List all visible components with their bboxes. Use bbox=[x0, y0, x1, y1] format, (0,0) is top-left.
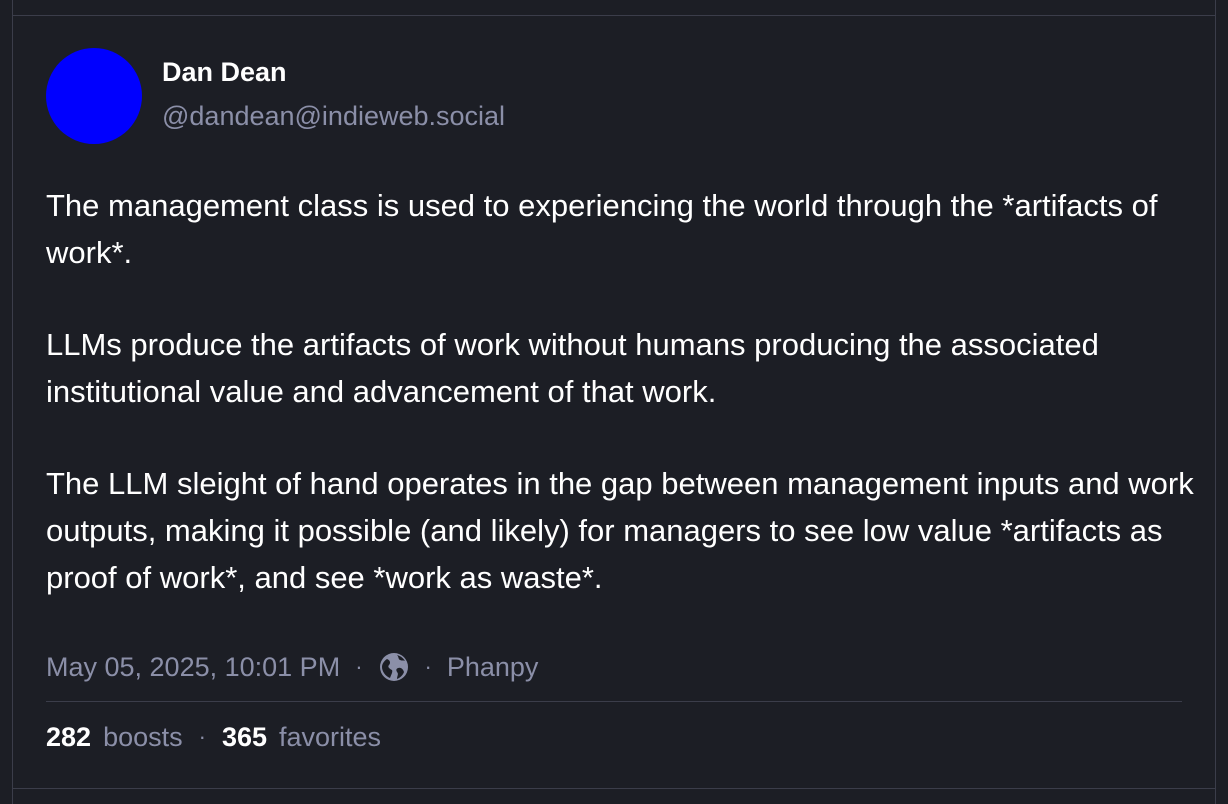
post-paragraph: The LLM sleight of hand operates in the … bbox=[46, 466, 1194, 595]
author-display-name[interactable]: Dan Dean bbox=[162, 57, 287, 87]
favorites-label[interactable]: favorites bbox=[279, 721, 382, 752]
stats-separator: · bbox=[198, 724, 206, 749]
meta-separator: · bbox=[355, 654, 363, 679]
boosts-count[interactable]: 282 bbox=[46, 721, 92, 752]
frame-border-left bbox=[12, 0, 13, 804]
post-paragraph: The management class is used to experien… bbox=[46, 188, 1158, 270]
post-timestamp[interactable]: May 05, 2025, 10:01 PM bbox=[46, 651, 341, 682]
boosts-label[interactable]: boosts bbox=[103, 721, 183, 752]
frame-border-top bbox=[12, 15, 1216, 16]
post-stats: 282 boosts · 365 favorites bbox=[46, 718, 381, 756]
stats-divider bbox=[46, 701, 1182, 702]
post-client: Phanpy bbox=[446, 651, 539, 682]
globe-icon bbox=[378, 651, 410, 683]
frame-border-bottom bbox=[12, 788, 1216, 789]
avatar[interactable] bbox=[46, 48, 142, 144]
author-handle[interactable]: @dandean@indieweb.social bbox=[162, 101, 506, 131]
post-content: The management class is used to experien… bbox=[46, 182, 1196, 601]
favorites-count[interactable]: 365 bbox=[221, 721, 268, 752]
post-meta: May 05, 2025, 10:01 PM · · Phanpy bbox=[46, 648, 538, 686]
post-paragraph: LLMs produce the artifacts of work witho… bbox=[46, 327, 1099, 409]
frame-border-right bbox=[1215, 0, 1216, 804]
meta-separator: · bbox=[424, 654, 432, 679]
